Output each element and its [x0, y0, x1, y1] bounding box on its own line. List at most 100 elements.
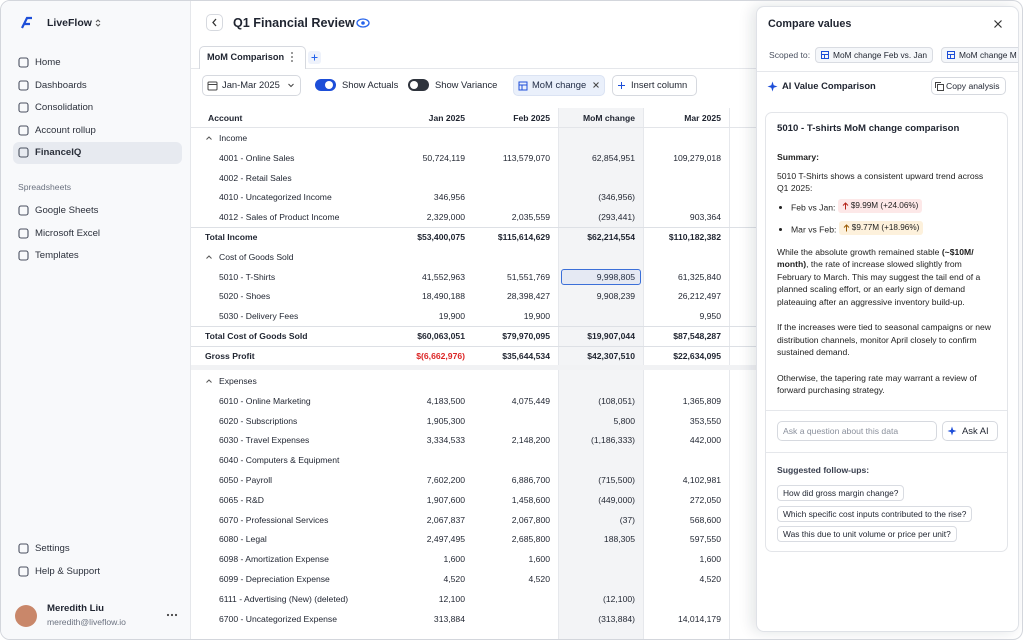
- cell: $19,907,044: [587, 331, 635, 341]
- cell: 14,014,179: [677, 613, 721, 624]
- cell: $110,182,382: [668, 232, 721, 242]
- collapse-icon[interactable]: [205, 134, 213, 142]
- cell: 4,520: [699, 574, 721, 584]
- paragraph: While the absolute growth remained stabl…: [777, 246, 995, 309]
- calendar-icon: [207, 81, 218, 91]
- sidebar: LiveFlow Spreadsheets Meredith Liu mered…: [1, 1, 191, 639]
- remove-icon[interactable]: [592, 81, 600, 89]
- toggle-on[interactable]: [315, 79, 336, 91]
- icon: [18, 205, 29, 216]
- brand-switch-icon[interactable]: [94, 18, 102, 28]
- cell: 1,365,809: [682, 395, 721, 406]
- scope-chip[interactable]: MoM change Feb vs. Jan: [815, 47, 934, 63]
- cell: 51,551,769: [506, 271, 550, 282]
- column-header: MoM change: [582, 113, 635, 123]
- cell: (346,956): [598, 192, 635, 203]
- item-label: 6050 - Payroll: [219, 475, 273, 485]
- back-button[interactable]: [206, 14, 223, 31]
- visibility-icon[interactable]: [356, 17, 370, 29]
- nav-label: Settings: [35, 543, 70, 554]
- scope-chip[interactable]: MoM change M: [941, 47, 1018, 63]
- analysis-body: Summary: 5010 T-Shirts shows a consisten…: [777, 151, 995, 409]
- collapse-icon[interactable]: [205, 377, 213, 385]
- icon: [18, 79, 29, 91]
- section-label: Income: [219, 133, 248, 143]
- nav-item[interactable]: Consolidation: [13, 97, 182, 119]
- cell: 19,900: [523, 311, 550, 322]
- question-input[interactable]: [777, 421, 937, 441]
- cell: 346,956: [433, 192, 465, 203]
- highlight-column: [558, 108, 643, 639]
- text: , the rate of increase slowed slightly f…: [777, 259, 981, 307]
- date-picker[interactable]: [202, 75, 301, 96]
- up-arrow: [842, 202, 849, 210]
- column-divider: [643, 108, 644, 639]
- cell: 353,550: [689, 415, 721, 426]
- badge-text: $9.99M (+24.06%): [850, 200, 919, 210]
- toggle-off[interactable]: [408, 79, 429, 91]
- cell: $53,400,075: [417, 232, 465, 242]
- ask-button[interactable]: [942, 421, 998, 441]
- cell: (293,441): [598, 212, 635, 223]
- nav-item[interactable]: Settings: [13, 538, 182, 560]
- nav-item[interactable]: FinanceIQ: [13, 142, 182, 164]
- close-button[interactable]: [993, 19, 1003, 29]
- followup-chip[interactable]: Which specific cost inputs contributed t…: [777, 505, 973, 522]
- item-label: 6065 - R&D: [219, 494, 264, 505]
- copy-button[interactable]: [931, 77, 1006, 95]
- logo: [21, 16, 32, 29]
- plus-icon: [311, 54, 318, 61]
- item-label: 6700 - Uncategorized Expense: [219, 613, 338, 624]
- cell: (1,186,333): [591, 435, 635, 446]
- icon: [18, 543, 29, 554]
- cell: 61,325,840: [677, 271, 721, 282]
- nav-item[interactable]: Help & Support: [13, 561, 182, 583]
- paragraph: If the increases were tied to seasonal c…: [777, 322, 992, 358]
- badge-text: $9.77M (+18.96%): [851, 222, 920, 232]
- cell: 12,100: [438, 593, 465, 604]
- nav-item[interactable]: Dashboards: [13, 75, 182, 97]
- cell: 568,600: [689, 514, 721, 525]
- tab-label: MoM Comparison: [207, 52, 285, 62]
- tab-menu[interactable]: [289, 51, 295, 63]
- item-label: 6020 - Subscriptions: [219, 415, 298, 426]
- cell: 26,212,497: [677, 291, 721, 302]
- cell: $79,970,095: [502, 331, 550, 341]
- tab[interactable]: [199, 46, 306, 69]
- page-title: Q1 Financial Review: [233, 16, 355, 30]
- user-menu[interactable]: [166, 612, 178, 618]
- cell: 903,364: [689, 212, 721, 223]
- nav-item[interactable]: Templates: [13, 245, 182, 267]
- cell: 4,520: [528, 574, 550, 584]
- cell: 1,600: [699, 554, 721, 565]
- cell: 313,884: [433, 613, 465, 624]
- cell: (37): [619, 514, 635, 525]
- collapse-icon[interactable]: [205, 253, 213, 261]
- add-tab[interactable]: [308, 51, 321, 64]
- icon: [18, 102, 29, 113]
- cell: (12,100): [602, 593, 635, 604]
- cell: 1,458,600: [511, 494, 550, 505]
- column-icon: [821, 51, 829, 59]
- cell: 109,279,018: [673, 152, 721, 163]
- chevron-down: [288, 83, 294, 88]
- insert-column-button[interactable]: [612, 75, 697, 96]
- cell: 5,800: [613, 415, 635, 426]
- followup-chip[interactable]: How did gross margin change?: [777, 485, 905, 501]
- cell: 3,334,533: [426, 435, 465, 446]
- nav-item[interactable]: Account rollup: [13, 120, 182, 142]
- column-chip[interactable]: [513, 75, 605, 96]
- nav-item[interactable]: Home: [13, 52, 182, 74]
- selected-cell[interactable]: [561, 268, 641, 285]
- followup-chip[interactable]: Was this due to unit volume or price per…: [777, 526, 957, 542]
- nav-item[interactable]: Google Sheets: [13, 200, 182, 222]
- up-arrow: [843, 224, 850, 232]
- cell: 113,579,070: [502, 152, 550, 163]
- card-title: 5010 - T-shirts MoM change comparison: [777, 123, 960, 134]
- cell: 2,329,000: [426, 212, 465, 223]
- column-header: Jan 2025: [428, 113, 465, 123]
- cell: $42,307,510: [587, 350, 635, 361]
- nav-item[interactable]: Microsoft Excel: [13, 223, 182, 245]
- cell: 62,854,951: [591, 152, 635, 163]
